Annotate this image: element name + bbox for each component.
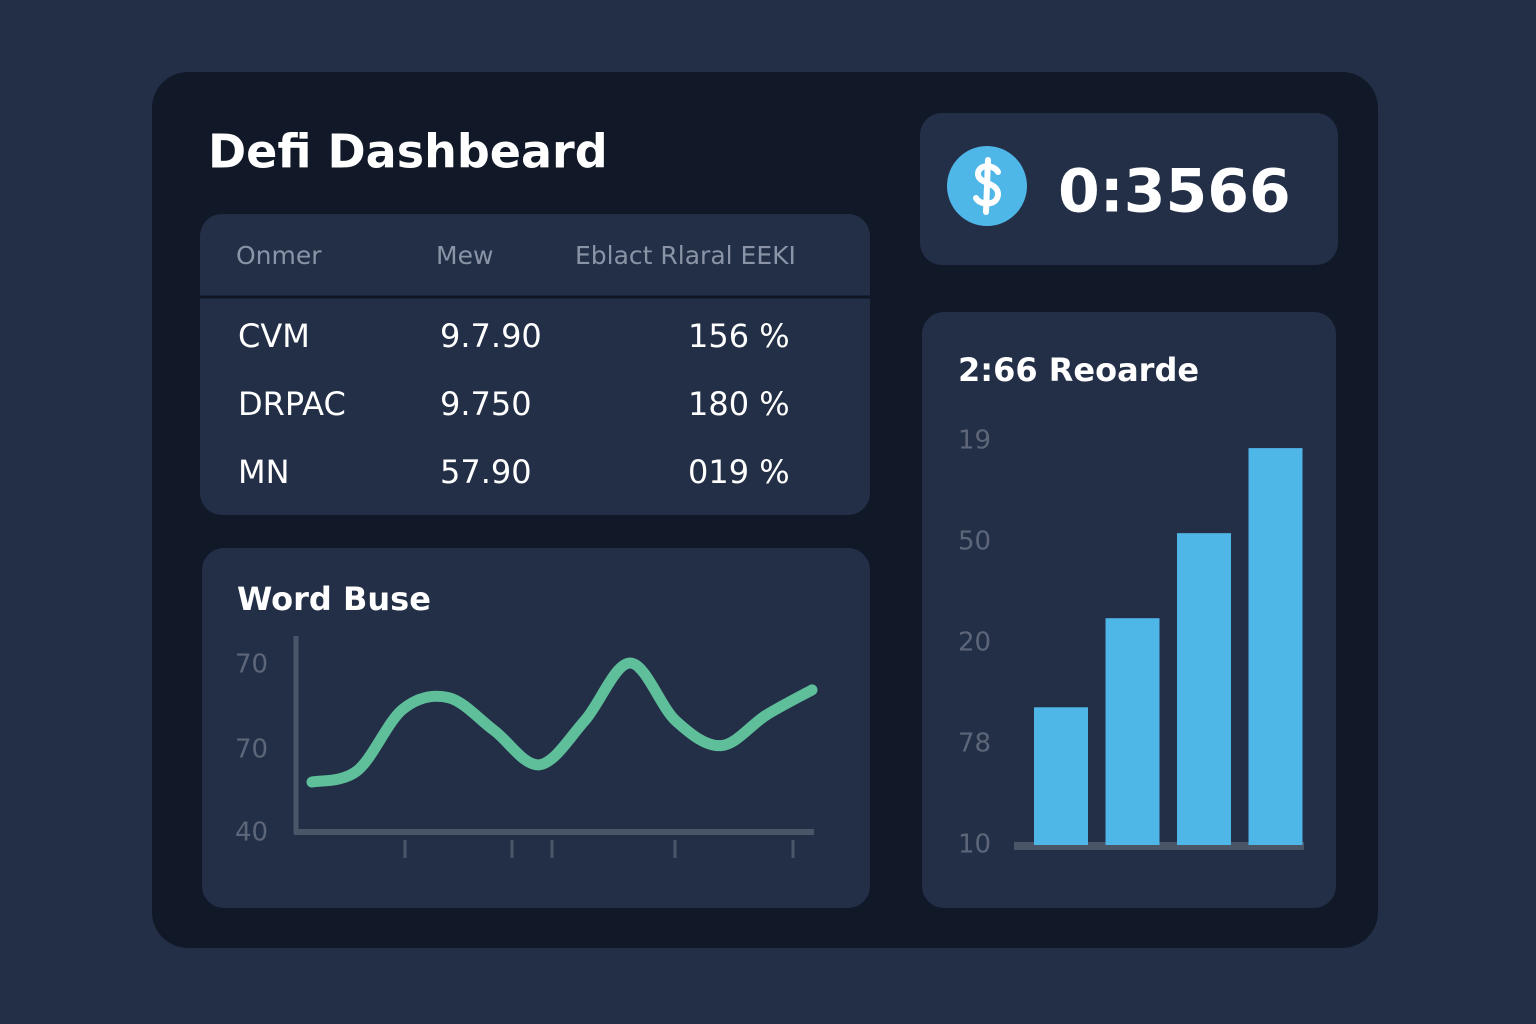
table-cell: DRPAC (238, 385, 346, 423)
balance-value: 0:3566 (1058, 157, 1291, 227)
table-cell: 180 % (688, 385, 790, 423)
line-panel (202, 548, 870, 908)
y-tick-label: 70 (235, 735, 268, 765)
bar (1248, 448, 1303, 845)
balance-panel (920, 113, 1338, 265)
dollar-glyph (973, 157, 1002, 215)
y-tick-label: 20 (958, 628, 991, 658)
y-tick-label: 19 (958, 426, 991, 456)
table-cell: 9.7.90 (440, 317, 542, 355)
table-cell: 019 % (688, 453, 790, 491)
table-cell: 156 % (688, 317, 790, 355)
x-ticks (403, 840, 795, 858)
table-cell: 9.750 (440, 385, 532, 423)
title: Defi Dashbeard (208, 125, 608, 179)
y-tick-label: 10 (958, 830, 991, 860)
bar-title: 2:66 Reoarde (958, 351, 1199, 389)
table-cell: MN (238, 453, 290, 491)
column-header: Onmer (236, 241, 322, 270)
y-tick-label: 40 (235, 818, 268, 848)
table-cell: 57.90 (440, 453, 532, 491)
y-tick-label: 78 (958, 729, 991, 759)
table-cell: CVM (238, 317, 310, 355)
line (306, 657, 818, 788)
bar (1034, 707, 1088, 845)
table-panel (200, 214, 870, 515)
column-header: Mew (436, 241, 493, 270)
y-tick-label: 50 (958, 527, 991, 557)
bar (1177, 533, 1231, 845)
bar-panel (922, 312, 1336, 908)
table-body: CVM 9.7.90 156 % DRPAC 9.750 180 % MN 57.90 019 … (238, 317, 790, 491)
y-tick-label: 70 (235, 650, 268, 680)
line-title: Word Buse (237, 580, 431, 618)
bar (1105, 618, 1160, 845)
column-header: Eblact Rlaral EEKI (575, 241, 796, 270)
